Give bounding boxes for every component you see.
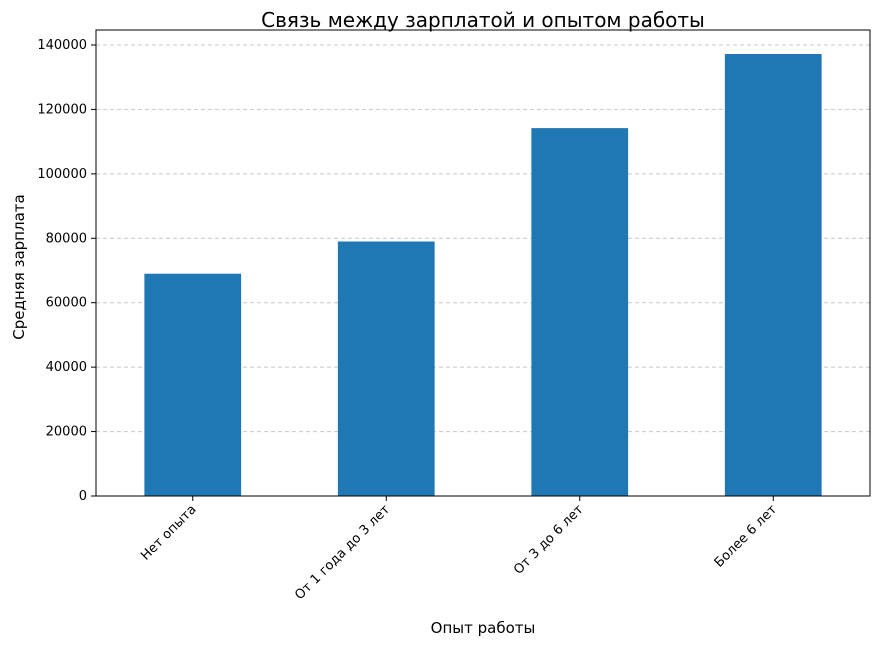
x-tick-label: Более 6 лет <box>712 502 781 571</box>
y-tick-label: 40000 <box>46 360 87 375</box>
y-tick-label: 0 <box>79 489 87 504</box>
y-tick-label: 140000 <box>37 38 87 53</box>
y-axis-ticks: 0 20000 40000 60000 80000 100000 120000 140000 <box>37 38 96 504</box>
x-tick-label: От 3 до 6 лет <box>511 502 587 578</box>
y-tick-label: 100000 <box>37 167 87 182</box>
x-tick-label: Нет опыта <box>138 502 199 563</box>
x-tick-label: От 1 года до 3 лет <box>292 502 393 603</box>
y-tick-label: 60000 <box>46 296 87 311</box>
y-tick-label: 80000 <box>46 231 87 246</box>
x-axis-ticks: Нет опыта От 1 года до 3 лет От 3 до 6 лет… <box>138 496 780 603</box>
y-tick-label: 20000 <box>46 425 87 440</box>
y-tick-label: 120000 <box>37 102 87 117</box>
bar <box>144 273 242 496</box>
bar <box>724 54 822 497</box>
chart-title: Связь между зарплатой и опытом работы <box>261 8 705 32</box>
x-axis-label: Опыт работы <box>431 619 536 637</box>
bar <box>531 128 629 496</box>
bars <box>144 54 822 497</box>
bar <box>337 241 435 496</box>
plot-frame <box>95 29 871 497</box>
y-axis-label: Средняя зарплата <box>10 194 28 339</box>
